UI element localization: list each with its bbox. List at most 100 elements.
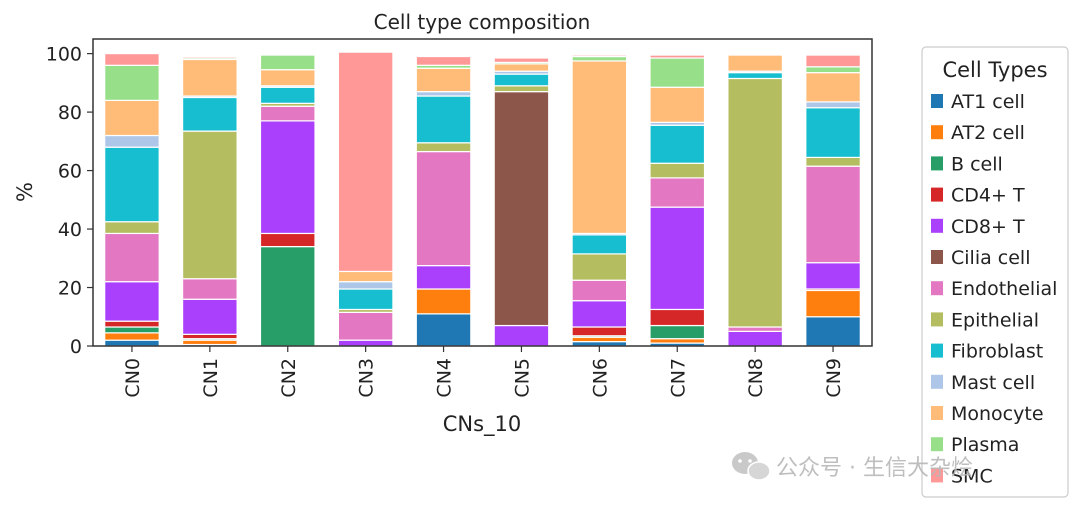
legend-label-6: Endothelial	[951, 278, 1057, 300]
bar-cn6-series-4	[571, 300, 628, 328]
x-tick-label-cn2: CN2	[278, 358, 300, 398]
x-tick-label-cn7: CN7	[667, 358, 689, 398]
bar-cn6-series-3	[571, 326, 628, 337]
bar-cn3-series-4	[337, 339, 394, 347]
bar-cn9-series-12	[805, 54, 861, 68]
bar-cn3-series-8	[337, 288, 394, 311]
y-tick-label: 80	[58, 102, 82, 124]
bar-cn5-series-12	[493, 57, 550, 63]
legend-swatch-5	[931, 250, 943, 264]
bar-cn4-series-4	[415, 265, 472, 290]
bar-cn4-series-7	[415, 142, 472, 153]
legend-swatch-3	[931, 187, 943, 202]
bar-cn4-series-8	[415, 95, 472, 144]
bar-cn7-series-6	[649, 177, 706, 208]
bar-cn8-series-7	[727, 77, 784, 328]
bar-cn7-series-4	[649, 206, 706, 311]
bar-cn0-series-12	[104, 53, 160, 66]
x-tick-label-cn8: CN8	[745, 358, 767, 398]
bar-cn9-series-11	[805, 66, 861, 74]
bar-cn0-series-10	[104, 99, 160, 137]
bar-cn5-series-7	[493, 85, 550, 93]
legend-label-0: AT1 cell	[951, 91, 1025, 113]
legend-label-11: Plasma	[951, 434, 1019, 456]
bar-cn0-series-11	[104, 64, 160, 101]
bar-cn4-series-9	[415, 91, 472, 97]
bar-cn3-series-6	[337, 311, 394, 341]
legend-swatch-11	[931, 437, 943, 452]
bar-cn0-series-0	[104, 339, 160, 347]
legend-swatch-4	[931, 218, 943, 233]
legend-swatch-6	[931, 281, 943, 296]
bar-cn9-series-6	[805, 165, 861, 264]
x-tick-label-cn9: CN9	[823, 358, 845, 398]
legend-swatch-12	[931, 468, 943, 483]
bar-cn2-series-3	[259, 232, 316, 248]
x-tick-label-cn3: CN3	[356, 358, 378, 398]
bar-cn5-series-10	[493, 63, 550, 72]
legend-label-7: Epithelial	[951, 309, 1039, 331]
legend-title: Cell Types	[942, 58, 1047, 82]
bar-cn0-series-2	[104, 326, 160, 334]
bar-cn7-series-12	[649, 54, 706, 59]
legend-label-10: Monocyte	[951, 403, 1044, 425]
bar-cn4-series-10	[415, 67, 472, 93]
bar-cn5-series-8	[493, 73, 550, 87]
bar-cn7-series-7	[649, 162, 706, 179]
legend-label-5: Cilia cell	[951, 247, 1030, 269]
legend-swatch-9	[931, 374, 943, 389]
legend-swatch-7	[931, 312, 943, 327]
bar-cn8-series-4	[727, 330, 784, 347]
legend-label-8: Fibroblast	[951, 341, 1043, 363]
bar-cn4-series-0	[415, 313, 472, 347]
bar-cn6-series-11	[571, 55, 628, 62]
bar-cn7-series-1	[649, 338, 706, 344]
x-tick-label-cn0: CN0	[122, 358, 144, 398]
bar-cn1-series-3	[181, 333, 238, 340]
bar-cn9-series-7	[805, 156, 861, 167]
plot-frame	[92, 38, 873, 347]
bar-cn0-series-1	[104, 332, 160, 341]
legend-swatch-10	[931, 406, 943, 420]
legend-label-12: SMC	[951, 465, 993, 487]
legend-label-2: B cell	[951, 153, 1003, 175]
legend-label-4: CD8+ T	[951, 216, 1025, 238]
watermark: 公众号 · 生信大杂烩	[732, 452, 973, 481]
bars-layer	[104, 51, 861, 347]
legend-label-9: Mast cell	[951, 372, 1035, 394]
bar-cn1-series-8	[181, 96, 238, 132]
bar-cn2-series-4	[259, 120, 316, 235]
bar-cn8-series-8	[727, 72, 784, 80]
legend: Cell Types AT1 cell AT2 cell B cell CD4+ T C…	[921, 46, 1069, 498]
y-tick-label: 0	[70, 336, 82, 358]
bar-cn0-series-9	[104, 134, 160, 148]
x-ticks: CN0 CN1 CN2 CN3 CN4 CN5 CN6 CN7 CN8 CN9	[122, 346, 845, 398]
y-ticks: 0 20 40 60 80 100	[46, 44, 93, 358]
bar-cn2-series-6	[259, 105, 316, 122]
bar-cn0-series-3	[104, 320, 160, 328]
legend-swatch-2	[931, 156, 943, 171]
bar-cn2-series-8	[259, 86, 316, 104]
legend-frame	[921, 46, 1069, 498]
bar-cn1-series-6	[181, 278, 238, 300]
bar-cn0-series-8	[104, 146, 160, 223]
bar-cn6-series-10	[571, 60, 628, 235]
bar-cn9-series-10	[805, 72, 861, 103]
legend-label-3: CD4+ T	[951, 185, 1025, 207]
bar-cn8-series-10	[727, 54, 784, 72]
legend-items: AT1 cell AT2 cell B cell CD4+ T CD8+ T Cilia …	[931, 91, 1057, 487]
x-tick-label-cn4: CN4	[434, 358, 456, 398]
bar-cn1-series-10	[181, 58, 238, 97]
bar-cn3-series-10	[337, 270, 394, 283]
bar-cn4-series-12	[415, 55, 472, 66]
x-tick-label-cn6: CN6	[589, 358, 611, 398]
bar-cn9-series-9	[805, 101, 861, 109]
x-axis-label: CNs_10	[443, 412, 522, 437]
bar-cn2-series-11	[259, 54, 316, 71]
bar-cn1-series-4	[181, 298, 238, 335]
bar-cn2-series-2	[259, 245, 316, 347]
legend-swatch-8	[931, 343, 943, 358]
legend-swatch-0	[931, 94, 943, 108]
